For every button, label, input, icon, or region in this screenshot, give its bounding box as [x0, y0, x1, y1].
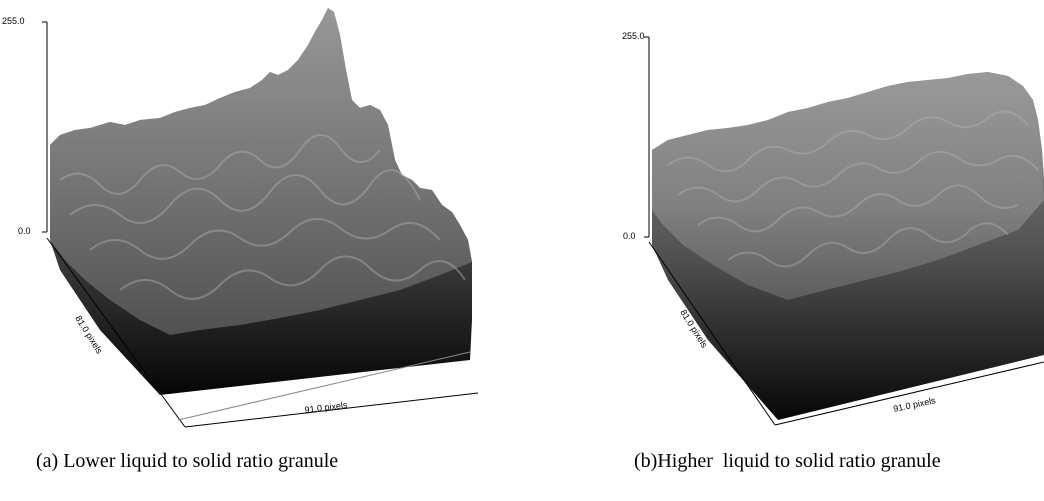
x-axis-label-b: 91.0 pixels: [892, 395, 937, 414]
surface-plot-a-graphic: 81.0 pixels 91.0 pixels: [42, 8, 479, 428]
z-min-label-b: 0.0: [623, 231, 636, 241]
surface-top-a: [50, 8, 472, 335]
x-axis-line-a: [184, 392, 479, 428]
x-axis-label-a: 91.0 pixels: [304, 400, 348, 415]
z-max-label-b: 255.0: [622, 31, 645, 41]
caption-b: (b)Higher liquid to solid ratio granule: [634, 450, 941, 472]
y-axis-line-a: [46, 237, 186, 428]
surface-plot-a: 81.0 pixels 91.0 pixels 255.0 0.0: [0, 0, 480, 440]
z-min-label-a: 0.0: [18, 226, 31, 236]
x-axis-line-b: [774, 361, 1044, 426]
z-max-label-a: 255.0: [2, 16, 25, 26]
surface-plot-b-graphic: 81.0 pixels 91.0 pixels: [644, 36, 1044, 426]
caption-a: (a) Lower liquid to solid ratio granule: [36, 450, 339, 472]
surface-texture-a: [59, 134, 466, 300]
surface-texture-b: [667, 110, 1039, 268]
surface-top-b: [652, 72, 1044, 300]
surface-plot-b: 81.0 pixels 91.0 pixels 255.0 0.0: [598, 0, 1044, 440]
y-axis-line-b: [648, 241, 776, 426]
